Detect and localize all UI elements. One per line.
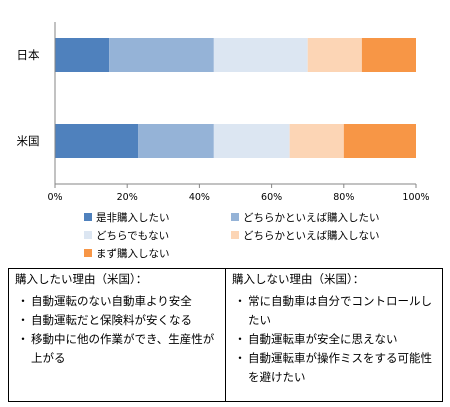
list-item: ・ 自動運転車が安全に思えない bbox=[232, 330, 438, 349]
x-tick-label: 80% bbox=[333, 192, 354, 203]
buy-reason-text: 自動運転だと保険料が安くなる bbox=[31, 313, 192, 327]
buy-reasons-title: 購入したい理由（米国）： bbox=[15, 272, 148, 286]
list-item: ・ 自動運転だと保険料が安くなる bbox=[15, 311, 221, 330]
not-buy-reasons-list: ・ 常に自動車は自分でコントロールしたい ・ 自動運転車が安全に思えない ・ 自… bbox=[232, 292, 438, 387]
x-tick-label: 40% bbox=[189, 192, 210, 203]
x-tick-label: 20% bbox=[117, 192, 138, 203]
list-item: ・ 常に自動車は自分でコントロールしたい bbox=[232, 292, 438, 330]
x-tick-label: 60% bbox=[261, 192, 282, 203]
bar-segment-1-0 bbox=[55, 124, 139, 158]
list-item: ・ 自動運転車が操作ミスをする可能性を避けたい bbox=[232, 349, 438, 387]
category-label: 日本 bbox=[17, 48, 40, 62]
bar-segment-1-4 bbox=[343, 124, 416, 158]
bullet-icon: ・ bbox=[17, 294, 29, 308]
bar-segment-1-3 bbox=[289, 124, 344, 158]
bullet-icon: ・ bbox=[17, 332, 29, 346]
buy-reasons-list: ・ 自動運転のない自動車より安全 ・ 自動運転だと保険料が安くなる ・ 移動中に… bbox=[15, 292, 221, 368]
not-buy-reason-text: 常に自動車は自分でコントロールしたい bbox=[248, 294, 432, 327]
buy-reason-text: 自動運転のない自動車より安全 bbox=[31, 294, 192, 308]
list-item: ・ 自動運転のない自動車より安全 bbox=[15, 292, 221, 311]
buy-reasons-column: 購入したい理由（米国）： ・ 自動運転のない自動車より安全 ・ 自動運転だと保険… bbox=[9, 269, 225, 401]
list-item: ・ 移動中に他の作業ができ、生産性が上がる bbox=[15, 330, 221, 368]
x-tick-label: 0% bbox=[47, 192, 62, 203]
bar-segment-0-3 bbox=[307, 38, 362, 72]
buy-reason-text: 移動中に他の作業ができ、生産性が上がる bbox=[31, 332, 215, 365]
not-buy-reasons-title: 購入しない理由（米国）： bbox=[232, 272, 365, 286]
category-label: 米国 bbox=[17, 134, 40, 148]
chart-bars bbox=[55, 38, 416, 158]
bar-segment-0-4 bbox=[361, 38, 416, 72]
reasons-table: 購入したい理由（米国）： ・ 自動運転のない自動車より安全 ・ 自動運転だと保険… bbox=[8, 268, 443, 402]
bar-segment-0-0 bbox=[55, 38, 110, 72]
not-buy-reason-text: 自動運転車が安全に思えない bbox=[248, 332, 398, 346]
bar-segment-0-1 bbox=[109, 38, 214, 72]
x-tick-label: 100% bbox=[402, 192, 429, 203]
bullet-icon: ・ bbox=[234, 294, 246, 308]
x-axis-ticks: 0% 20% 40% 60% 80% 100% bbox=[47, 184, 430, 203]
not-buy-reasons-column: 購入しない理由（米国）： ・ 常に自動車は自分でコントロールしたい ・ 自動運転… bbox=[225, 269, 442, 401]
bullet-icon: ・ bbox=[234, 332, 246, 346]
bullet-icon: ・ bbox=[234, 351, 246, 365]
not-buy-reason-text: 自動運転車が操作ミスをする可能性を避けたい bbox=[248, 351, 432, 384]
bar-segment-0-2 bbox=[213, 38, 308, 72]
bullet-icon: ・ bbox=[17, 313, 29, 327]
bar-segment-1-2 bbox=[213, 124, 290, 158]
bar-segment-1-1 bbox=[138, 124, 214, 158]
